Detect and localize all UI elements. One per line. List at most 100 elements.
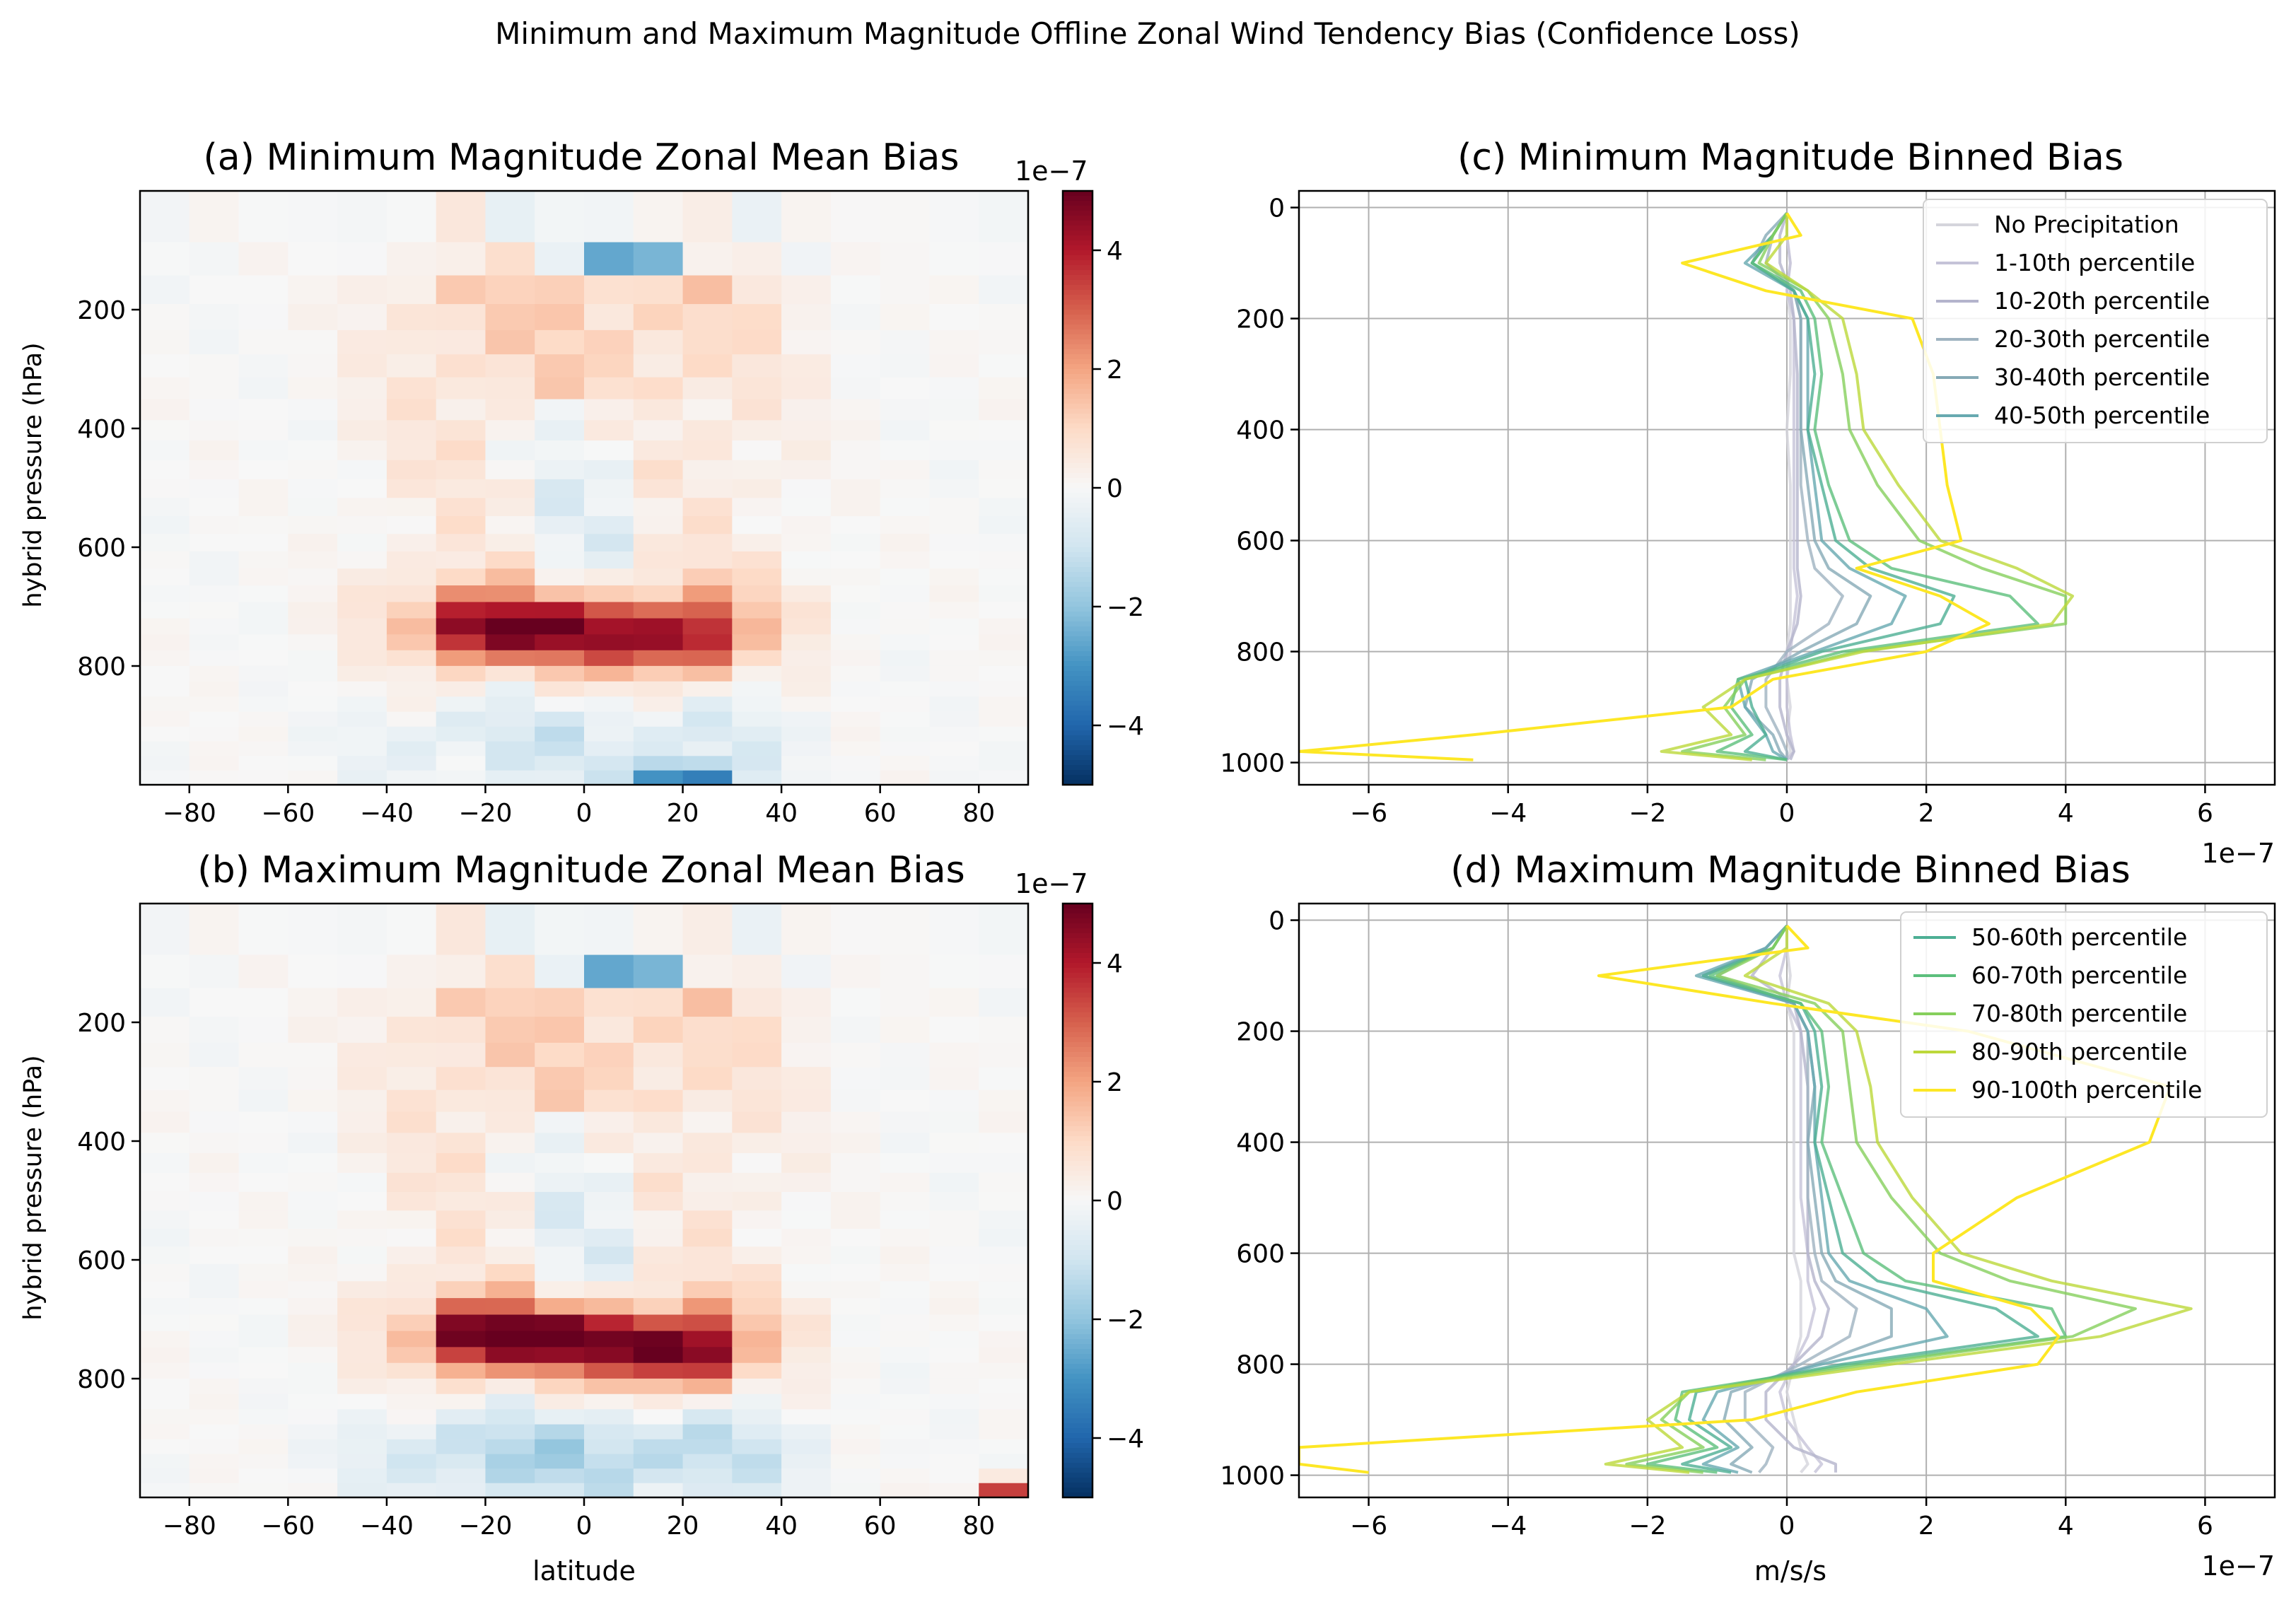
heatmap-cell: [485, 1281, 535, 1299]
heatmap-cell: [929, 1409, 979, 1425]
heatmap-cell: [682, 770, 733, 785]
colorbar-segment: [1063, 1413, 1092, 1419]
heatmap-cell: [386, 741, 437, 756]
colorbar-segment: [1063, 1230, 1092, 1236]
heatmap-cell: [238, 756, 289, 771]
heatmap-cell: [535, 275, 585, 305]
y-tick-label: 200: [77, 296, 126, 325]
colorbar-segment: [1063, 1097, 1092, 1102]
heatmap-cell: [830, 1017, 881, 1044]
heatmap-cell: [288, 329, 338, 355]
colorbar-segment: [1063, 577, 1092, 583]
heatmap-cell: [682, 191, 733, 243]
heatmap-cell: [436, 1347, 486, 1364]
heatmap-cell: [781, 904, 832, 956]
heatmap-cell: [386, 1133, 437, 1154]
heatmap-cell: [830, 602, 881, 619]
heatmap-cell: [979, 770, 1029, 785]
heatmap-cell: [535, 329, 585, 355]
heatmap-cell: [880, 329, 931, 355]
colorbar-segment: [1063, 1295, 1092, 1300]
colorbar-segment: [1063, 1309, 1092, 1315]
heatmap-cell: [633, 904, 684, 956]
panel-a-heatmap: [140, 191, 1029, 785]
heatmap-cell: [584, 479, 634, 498]
heatmap-cell: [189, 1347, 240, 1364]
heatmap-cell: [337, 741, 387, 756]
heatmap-cell: [633, 1409, 684, 1425]
heatmap-cell: [436, 551, 486, 569]
heatmap-cell: [979, 1424, 1029, 1440]
colorbar-segment: [1063, 1022, 1092, 1028]
heatmap-cell: [584, 399, 634, 421]
heatmap-cell: [337, 191, 387, 243]
colorbar-segment: [1063, 344, 1092, 350]
heatmap-cell: [732, 650, 782, 667]
colorbar-segment: [1063, 968, 1092, 974]
heatmap-cell: [584, 1468, 634, 1484]
heatmap-cell: [830, 770, 881, 785]
colorbar-segment: [1063, 1364, 1092, 1369]
colorbar-segment: [1063, 621, 1092, 627]
heatmap-cell: [288, 420, 338, 441]
heatmap-cell: [929, 1111, 979, 1133]
heatmap-cell: [781, 602, 832, 619]
heatmap-cell: [386, 1042, 437, 1068]
colorbar-segment: [1063, 1106, 1092, 1112]
colorbar-segment: [1063, 607, 1092, 612]
heatmap-cell: [979, 1454, 1029, 1469]
heatmap-cell: [189, 770, 240, 785]
legend-label: 10-20th percentile: [1994, 287, 2210, 315]
heatmap-cell: [238, 1298, 289, 1316]
heatmap-cell: [436, 498, 486, 517]
heatmap-cell: [880, 1111, 931, 1133]
heatmap-cell: [238, 1378, 289, 1395]
colorbar-segment: [1063, 547, 1092, 553]
heatmap-cell: [929, 1454, 979, 1469]
heatmap-cell: [535, 1263, 585, 1282]
heatmap-cell: [979, 1246, 1029, 1265]
heatmap-cell: [140, 479, 190, 498]
heatmap-cell: [436, 634, 486, 651]
heatmap-cell: [633, 460, 684, 480]
colorbar-segment: [1063, 1418, 1092, 1424]
heatmap-cell: [682, 726, 733, 742]
heatmap-cell: [682, 1246, 733, 1265]
heatmap-cell: [140, 551, 190, 569]
heatmap-cell: [535, 191, 585, 243]
heatmap-cell: [485, 1409, 535, 1425]
heatmap-cell: [436, 534, 486, 552]
heatmap-cell: [979, 1153, 1029, 1174]
y-tick-label: 800: [77, 653, 126, 682]
heatmap-cell: [584, 568, 634, 586]
heatmap-cell: [140, 1172, 190, 1193]
heatmap-cell: [732, 568, 782, 586]
legend-label: 30-40th percentile: [1994, 363, 2210, 391]
panel-d: (d) Maximum Magnitude Binned Bias m/s/s …: [1220, 849, 2276, 1586]
x-tick-label: −2: [1628, 799, 1666, 828]
colorbar-segment: [1063, 285, 1092, 291]
heatmap-cell: [140, 954, 190, 989]
heatmap-cell: [485, 460, 535, 480]
heatmap-cell: [436, 1089, 486, 1113]
colorbar-segment: [1063, 1200, 1092, 1206]
heatmap-cell: [288, 377, 338, 400]
heatmap-cell: [732, 756, 782, 771]
x-tick-label: −40: [360, 1512, 414, 1541]
heatmap-cell: [485, 329, 535, 355]
heatmap-cell: [386, 696, 437, 713]
heatmap-cell: [781, 1362, 832, 1379]
heatmap-cell: [830, 242, 881, 276]
colorbar-segment: [1063, 1433, 1092, 1439]
colorbar-segment: [1063, 978, 1092, 983]
heatmap-cell: [732, 304, 782, 331]
heatmap-cell: [929, 460, 979, 480]
heatmap-cell: [436, 568, 486, 586]
colorbar-segment: [1063, 725, 1092, 731]
heatmap-cell: [781, 399, 832, 421]
heatmap-cell: [485, 1314, 535, 1332]
heatmap-cell: [140, 329, 190, 355]
heatmap-cell: [682, 1153, 733, 1174]
heatmap-cell: [633, 681, 684, 697]
heatmap-cell: [535, 377, 585, 400]
